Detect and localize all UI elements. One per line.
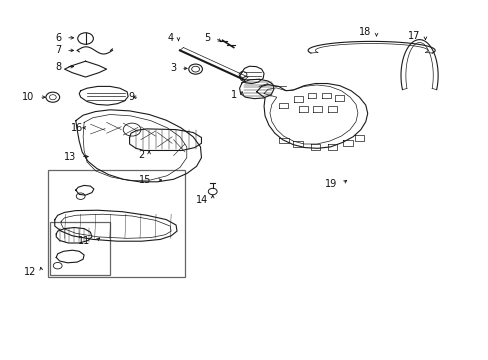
Text: 3: 3 <box>169 63 176 73</box>
Bar <box>50 222 109 275</box>
Bar <box>48 170 184 277</box>
Text: 15: 15 <box>139 175 151 185</box>
Text: 17: 17 <box>407 31 420 41</box>
Text: 1: 1 <box>230 90 237 100</box>
Text: 12: 12 <box>24 267 37 277</box>
Text: 2: 2 <box>138 150 144 160</box>
Text: 18: 18 <box>359 27 371 37</box>
Text: 4: 4 <box>167 33 173 43</box>
Text: 16: 16 <box>71 123 83 133</box>
Text: 8: 8 <box>55 62 61 72</box>
Text: 11: 11 <box>78 236 90 246</box>
Text: 13: 13 <box>63 152 76 162</box>
Text: 9: 9 <box>128 92 134 102</box>
Text: 6: 6 <box>55 33 61 43</box>
Text: 14: 14 <box>195 195 207 205</box>
Text: 10: 10 <box>22 92 34 102</box>
Text: 5: 5 <box>203 33 210 43</box>
Text: 19: 19 <box>325 179 337 189</box>
Text: 7: 7 <box>55 45 61 55</box>
